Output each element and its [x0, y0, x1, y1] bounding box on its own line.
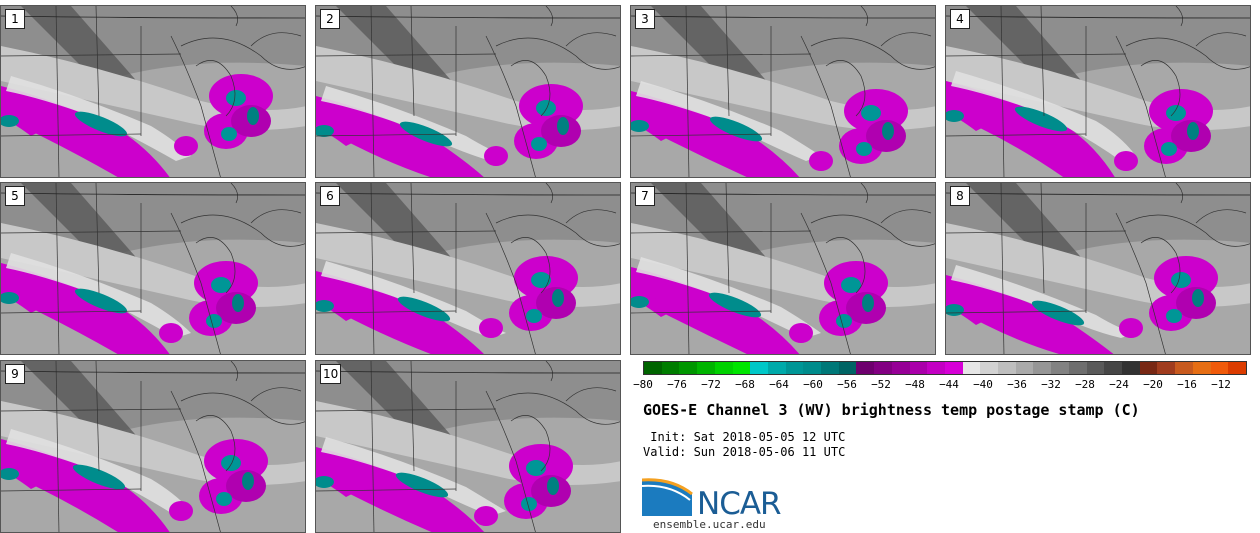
- colorbar-segment: [1068, 362, 1087, 374]
- colorbar-segment: [856, 362, 875, 374]
- postage-stamp-panel: 9: [0, 360, 306, 533]
- colorbar-tick-label: −24: [1109, 378, 1129, 391]
- postage-stamp-panel: 4: [945, 5, 1251, 178]
- colorbar-segment: [874, 362, 892, 374]
- colorbar-tick-label: −48: [905, 378, 925, 391]
- panel-number-label: 4: [950, 9, 970, 29]
- colorbar-segment: [767, 362, 786, 374]
- colorbar-segment: [697, 362, 715, 374]
- colorbar-segment: [1157, 362, 1176, 374]
- postage-stamp-panel: 6: [315, 182, 621, 355]
- colorbar-segment: [962, 362, 981, 374]
- colorbar-segment: [821, 362, 839, 374]
- colorbar-tick-label: −40: [973, 378, 993, 391]
- colorbar-tick-label: −76: [667, 378, 687, 391]
- colorbar-tick-label: −44: [939, 378, 959, 391]
- panel-number-label: 7: [635, 186, 655, 206]
- postage-stamp-panel: 3: [630, 5, 936, 178]
- valid-time: Valid: Sun 2018-05-06 11 UTC: [643, 445, 846, 459]
- colorbar-tick-label: −64: [769, 378, 789, 391]
- logo-wordmark: NCAR: [697, 486, 782, 522]
- colorbar-segment: [750, 362, 768, 374]
- postage-stamp-panel: 5: [0, 182, 306, 355]
- ncar-logo-icon: [642, 478, 693, 516]
- colorbar-segment: [838, 362, 857, 374]
- colorbar-tick-label: −68: [735, 378, 755, 391]
- logo-url: ensemble.ucar.edu: [653, 518, 766, 531]
- colorbar-segment: [714, 362, 733, 374]
- colorbar-segment: [927, 362, 945, 374]
- postage-stamp-panel: 2: [315, 5, 621, 178]
- colorbar-segment: [944, 362, 963, 374]
- colorbar-segment: [1086, 362, 1105, 374]
- panel-number-label: 5: [5, 186, 25, 206]
- colorbar-segment: [1121, 362, 1140, 374]
- panel-number-label: 3: [635, 9, 655, 29]
- postage-stamp-panel: 7: [630, 182, 936, 355]
- init-time: Init: Sat 2018-05-05 12 UTC: [643, 430, 846, 444]
- colorbar: [643, 361, 1247, 375]
- colorbar-tick-label: −60: [803, 378, 823, 391]
- colorbar-segment: [998, 362, 1016, 374]
- figure-title: GOES-E Channel 3 (WV) brightness temp po…: [643, 401, 1140, 419]
- panel-number-label: 10: [320, 364, 342, 384]
- colorbar-ticks: −80 −76 −72 −68 −64 −60 −56 −52 −48 −44 −40 −36 −32 −…: [633, 378, 1247, 394]
- colorbar-segment: [661, 362, 680, 374]
- colorbar-segment: [1104, 362, 1122, 374]
- colorbar-segment: [1210, 362, 1229, 374]
- colorbar-segment: [980, 362, 999, 374]
- colorbar-tick-label: −32: [1041, 378, 1061, 391]
- colorbar-segment: [1015, 362, 1034, 374]
- colorbar-segment: [891, 362, 910, 374]
- postage-stamp-panel: 1: [0, 5, 306, 178]
- colorbar-segment: [785, 362, 804, 374]
- panel-number-label: 2: [320, 9, 340, 29]
- colorbar-segment: [803, 362, 822, 374]
- colorbar-segment: [1192, 362, 1211, 374]
- colorbar-tick-label: −20: [1143, 378, 1163, 391]
- colorbar-segment: [909, 362, 928, 374]
- colorbar-tick-label: −52: [871, 378, 891, 391]
- colorbar-segment: [1228, 362, 1246, 374]
- colorbar-tick-label: −72: [701, 378, 721, 391]
- colorbar-segment: [1051, 362, 1069, 374]
- colorbar-tick-label: −36: [1007, 378, 1027, 391]
- postage-stamp-panel: 8: [945, 182, 1251, 355]
- colorbar-tick-label: −16: [1177, 378, 1197, 391]
- colorbar-segment: [644, 362, 662, 374]
- colorbar-tick-label: −12: [1211, 378, 1231, 391]
- colorbar-segment: [732, 362, 751, 374]
- colorbar-tick-label: −28: [1075, 378, 1095, 391]
- panel-number-label: 8: [950, 186, 970, 206]
- colorbar-segment: [1175, 362, 1193, 374]
- colorbar-tick-label: −56: [837, 378, 857, 391]
- colorbar-segment: [1139, 362, 1158, 374]
- colorbar-tick-label: −80: [633, 378, 653, 391]
- panel-number-label: 6: [320, 186, 340, 206]
- postage-stamp-panel: 10: [315, 360, 621, 533]
- colorbar-segment: [679, 362, 698, 374]
- panel-number-label: 9: [5, 364, 25, 384]
- panel-number-label: 1: [5, 9, 25, 29]
- colorbar-segment: [1033, 362, 1052, 374]
